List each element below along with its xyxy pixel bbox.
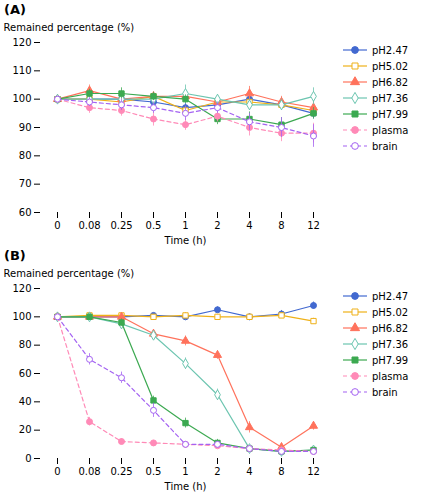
svg-text:0: 0	[54, 220, 60, 231]
svg-text:60: 60	[19, 207, 32, 218]
svg-text:0: 0	[25, 453, 31, 464]
html-text:pH5.02: pH5.02	[372, 60, 409, 72]
svg-text:2: 2	[214, 466, 220, 477]
html-text:pH7.36: pH7.36	[372, 338, 409, 350]
svg-text:20: 20	[19, 424, 32, 435]
svg-text:60: 60	[19, 368, 32, 379]
svg-text:90: 90	[19, 122, 32, 133]
svg-text:1: 1	[182, 220, 188, 231]
svg-text:100: 100	[12, 93, 31, 104]
svg-text:2: 2	[214, 220, 220, 231]
svg-text:120: 120	[12, 283, 31, 294]
html-text:brain: brain	[372, 140, 398, 152]
svg-text:80: 80	[19, 150, 32, 161]
html-text:pH7.99: pH7.99	[372, 354, 409, 366]
html-text:pH6.82: pH6.82	[372, 322, 409, 334]
svg-text:80: 80	[19, 339, 32, 350]
svg-text:0: 0	[54, 466, 60, 477]
svg-text:12: 12	[307, 466, 320, 477]
svg-text:120: 120	[12, 37, 31, 48]
html-text:(A): (A)	[4, 2, 26, 17]
svg-text:1: 1	[182, 466, 188, 477]
svg-text:100: 100	[12, 311, 31, 322]
svg-text:0.5: 0.5	[146, 466, 162, 477]
svg-text:4: 4	[246, 466, 252, 477]
svg-text:0.08: 0.08	[78, 466, 100, 477]
svg-text:Time (h): Time (h)	[164, 481, 207, 492]
svg-text:110: 110	[12, 65, 31, 76]
html-text:pH2.47: pH2.47	[372, 44, 409, 56]
svg-text:8: 8	[278, 220, 284, 231]
svg-text:Remained percentage (%): Remained percentage (%)	[4, 22, 135, 33]
svg-text:4: 4	[246, 220, 252, 231]
svg-text:Remained percentage (%): Remained percentage (%)	[4, 268, 135, 279]
svg-text:0.5: 0.5	[146, 220, 162, 231]
html-text:pH2.47: pH2.47	[372, 290, 409, 302]
svg-text:40: 40	[19, 396, 32, 407]
html-text:brain: brain	[372, 386, 398, 398]
html-text:pH7.99: pH7.99	[372, 108, 409, 120]
svg-text:8: 8	[278, 466, 284, 477]
svg-text:12: 12	[307, 220, 320, 231]
svg-text:Time (h): Time (h)	[164, 235, 207, 246]
svg-text:0.25: 0.25	[110, 466, 132, 477]
html-text:pH6.82: pH6.82	[372, 76, 409, 88]
svg-text:0.08: 0.08	[78, 220, 100, 231]
html-text:pH7.36: pH7.36	[372, 92, 409, 104]
html-text:plasma: plasma	[372, 370, 409, 382]
svg-text:70: 70	[19, 178, 32, 189]
svg-text:0.25: 0.25	[110, 220, 132, 231]
html-text:plasma: plasma	[372, 124, 409, 136]
html-text:pH5.02: pH5.02	[372, 306, 409, 318]
html-text:(B): (B)	[4, 248, 26, 263]
